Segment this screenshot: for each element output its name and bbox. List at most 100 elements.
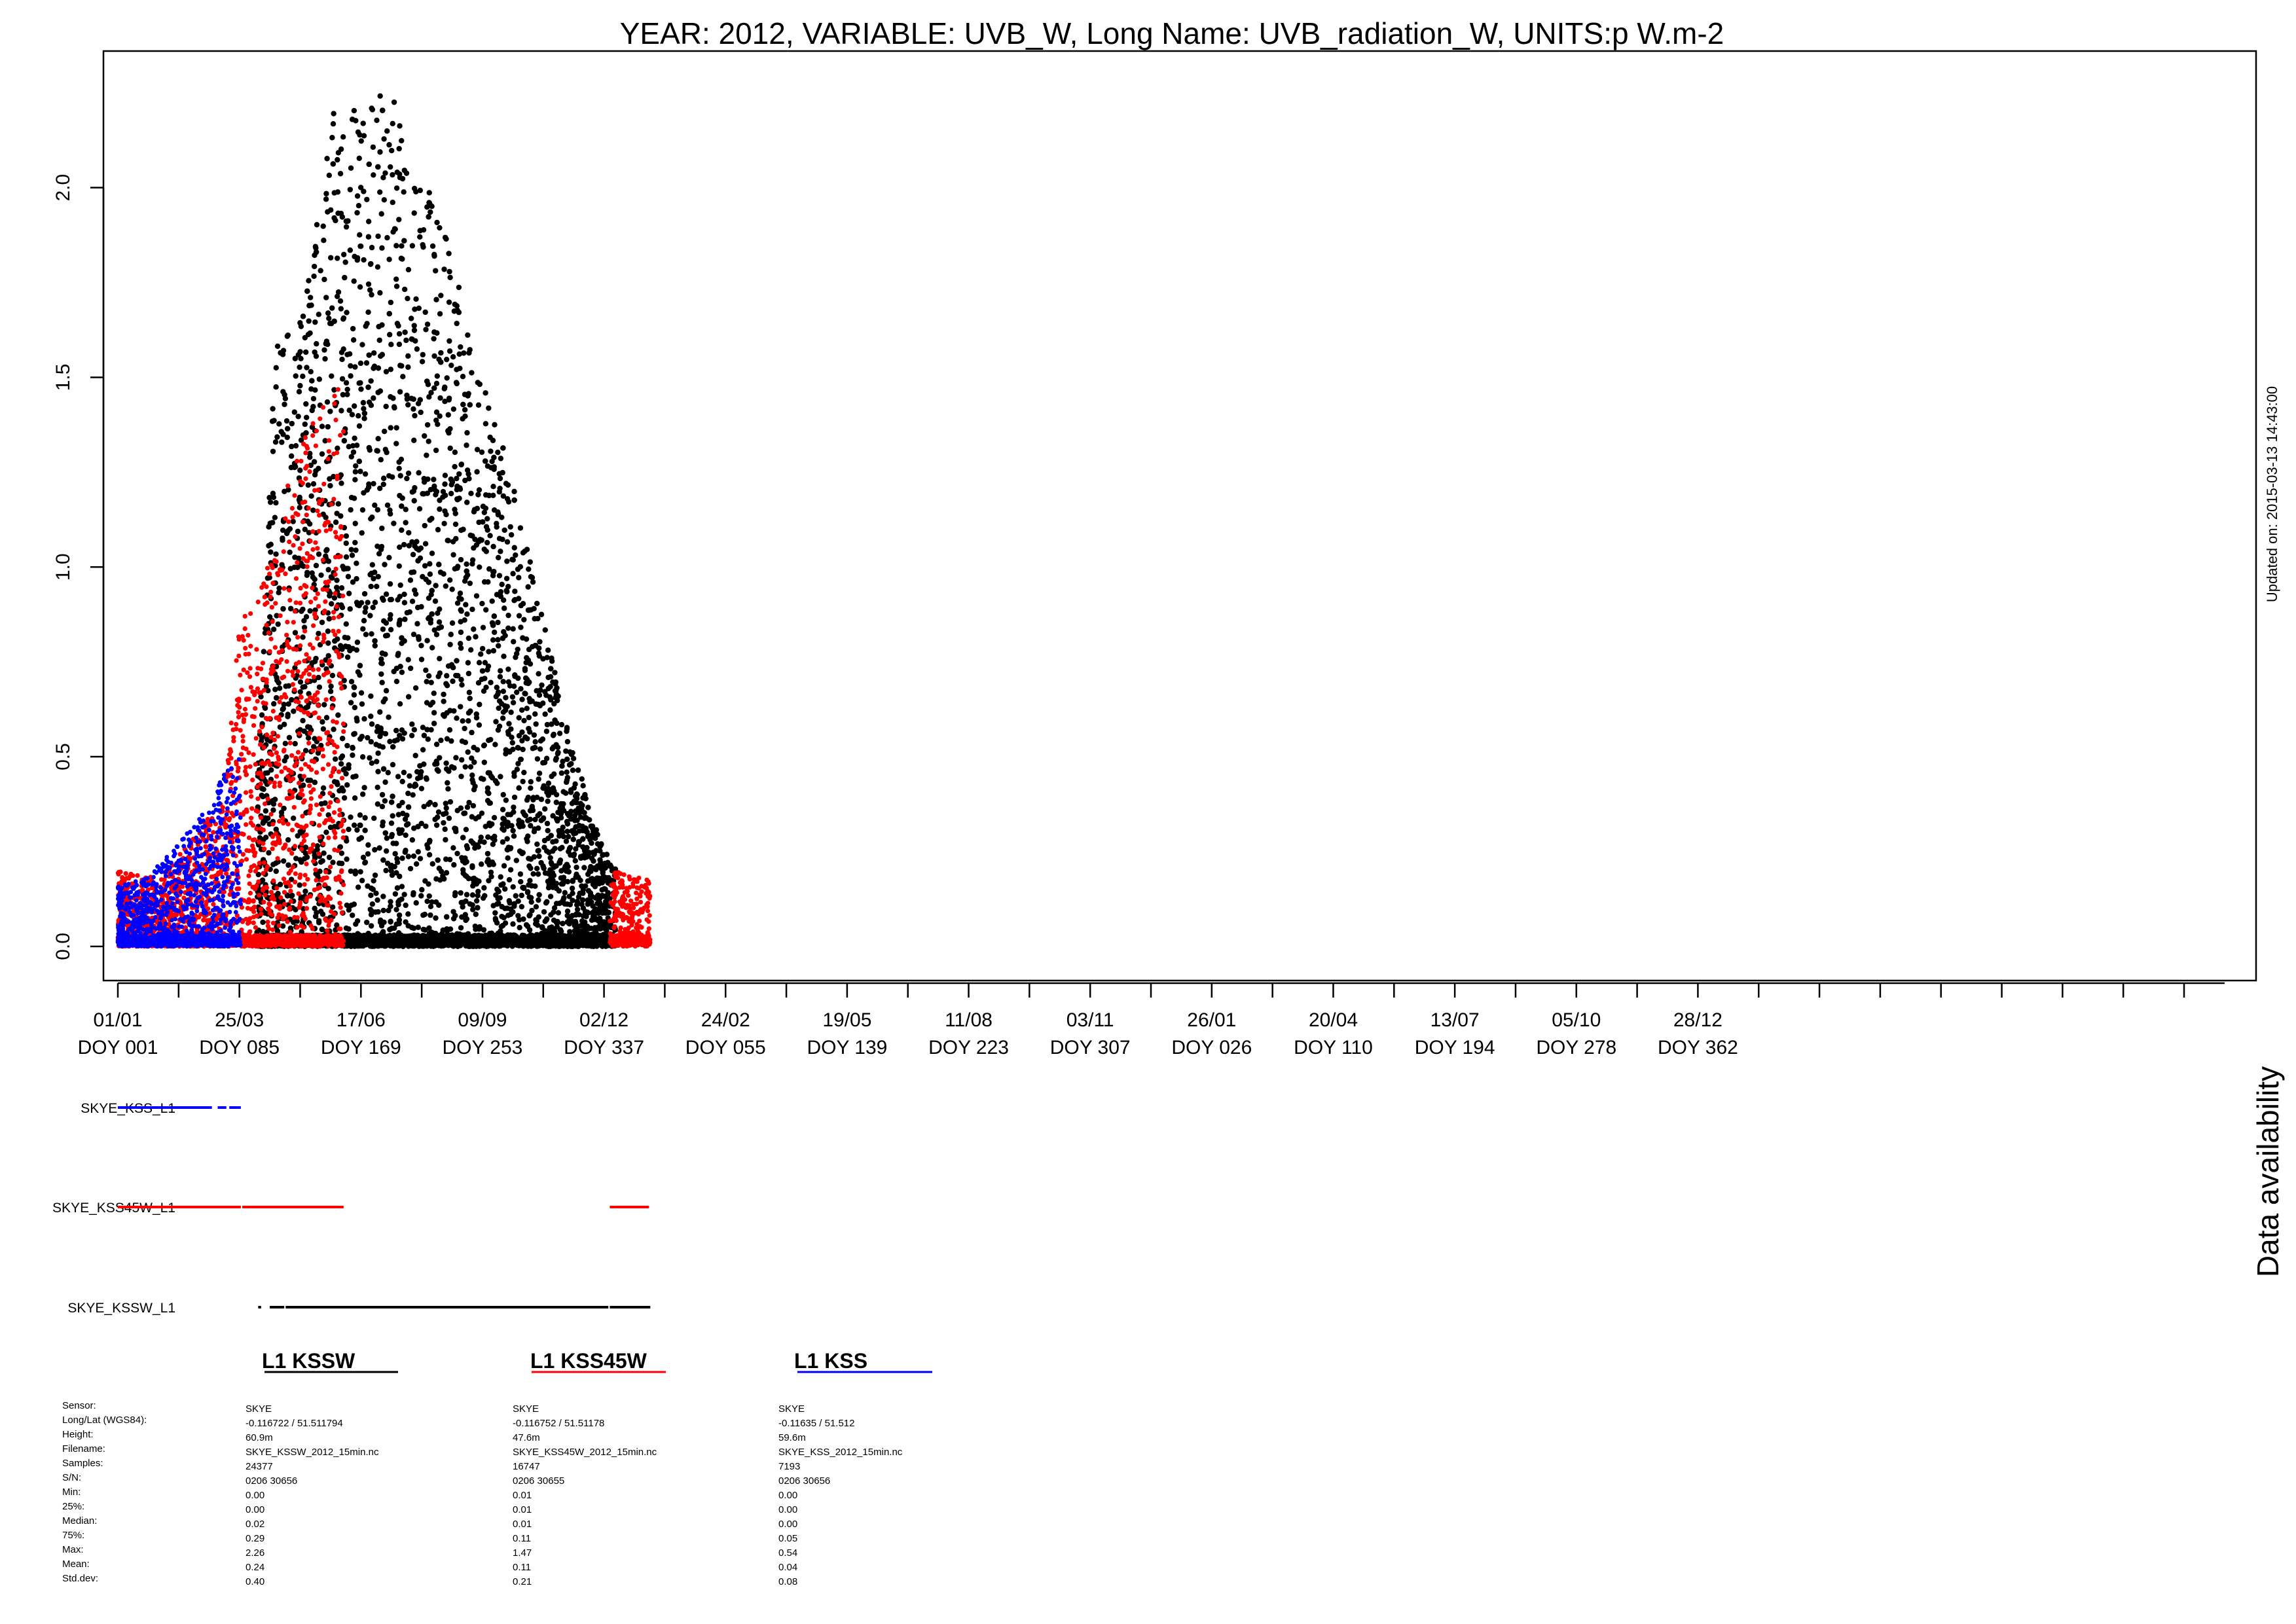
data-point <box>524 655 530 661</box>
data-point <box>443 801 448 806</box>
data-point <box>526 863 532 869</box>
data-point <box>434 767 440 773</box>
data-point <box>428 912 433 918</box>
data-point <box>464 611 470 617</box>
data-point <box>533 721 539 727</box>
data-point <box>464 804 471 810</box>
data-point <box>544 820 551 827</box>
data-point <box>395 774 401 780</box>
data-point <box>433 380 440 386</box>
data-point <box>424 452 429 458</box>
data-point <box>388 299 394 306</box>
data-point <box>303 414 310 421</box>
data-point <box>348 363 354 369</box>
data-point <box>594 901 600 907</box>
data-point <box>424 776 429 782</box>
data-point <box>522 666 528 672</box>
data-point <box>502 632 508 639</box>
data-point <box>517 924 522 931</box>
data-point <box>458 890 464 896</box>
data-point <box>531 732 538 738</box>
data-point <box>421 732 428 738</box>
data-point <box>334 577 340 583</box>
data-point <box>388 833 395 840</box>
data-point <box>323 829 329 835</box>
data-point <box>396 217 402 223</box>
data-point <box>427 799 433 806</box>
data-point <box>465 635 472 641</box>
data-point <box>495 888 501 893</box>
data-point <box>481 688 487 695</box>
data-point <box>529 907 535 914</box>
data-point <box>504 846 510 853</box>
data-point <box>368 713 374 719</box>
data-point <box>418 785 425 791</box>
data-point <box>306 302 312 309</box>
data-point <box>424 422 431 428</box>
data-point <box>399 727 405 733</box>
data-point <box>395 899 401 905</box>
data-point <box>445 412 451 418</box>
data-point <box>433 297 439 302</box>
data-point <box>429 899 435 905</box>
data-point <box>343 533 350 539</box>
data-point <box>401 541 407 548</box>
data-point <box>420 926 426 933</box>
data-point <box>459 914 465 920</box>
data-point <box>355 202 362 209</box>
data-point <box>401 286 408 293</box>
data-point <box>278 429 284 435</box>
data-point <box>426 439 431 444</box>
data-point <box>357 869 363 875</box>
data-point <box>444 375 450 381</box>
data-point <box>585 878 591 884</box>
data-point <box>339 376 346 382</box>
data-point <box>536 776 541 782</box>
data-point <box>460 373 466 380</box>
data-point <box>405 402 411 408</box>
data-point <box>499 581 505 588</box>
data-point <box>352 469 359 475</box>
data-point <box>564 738 571 745</box>
data-point <box>469 902 475 908</box>
data-point <box>533 904 539 910</box>
data-point <box>294 672 300 679</box>
data-point <box>437 655 443 662</box>
data-point <box>387 507 393 513</box>
data-point <box>361 590 368 597</box>
data-point <box>462 740 469 746</box>
data-point <box>404 812 410 818</box>
data-point <box>582 919 588 925</box>
data-point <box>433 583 439 588</box>
data-point <box>443 511 449 518</box>
data-point <box>381 197 388 203</box>
data-point <box>465 718 471 724</box>
data-point <box>377 919 384 926</box>
data-point <box>366 444 372 451</box>
data-point <box>470 883 476 889</box>
data-point <box>399 137 405 144</box>
data-point <box>373 909 378 915</box>
data-point <box>372 847 378 853</box>
data-point <box>424 679 429 685</box>
data-point <box>420 244 426 250</box>
data-point <box>359 701 365 707</box>
data-point <box>542 627 549 633</box>
data-point <box>412 306 418 312</box>
data-point <box>467 580 473 586</box>
data-point <box>406 543 412 549</box>
data-point <box>352 539 358 546</box>
data-point <box>399 175 406 182</box>
data-point <box>330 121 337 127</box>
data-point <box>449 620 456 626</box>
data-point <box>414 768 420 775</box>
data-point <box>445 537 451 544</box>
data-point <box>354 640 361 645</box>
data-point <box>484 859 490 865</box>
data-point <box>410 631 417 638</box>
data-point <box>599 887 605 893</box>
data-point <box>343 554 350 560</box>
data-point <box>520 916 526 922</box>
data-point <box>380 107 386 113</box>
data-point <box>465 670 472 677</box>
